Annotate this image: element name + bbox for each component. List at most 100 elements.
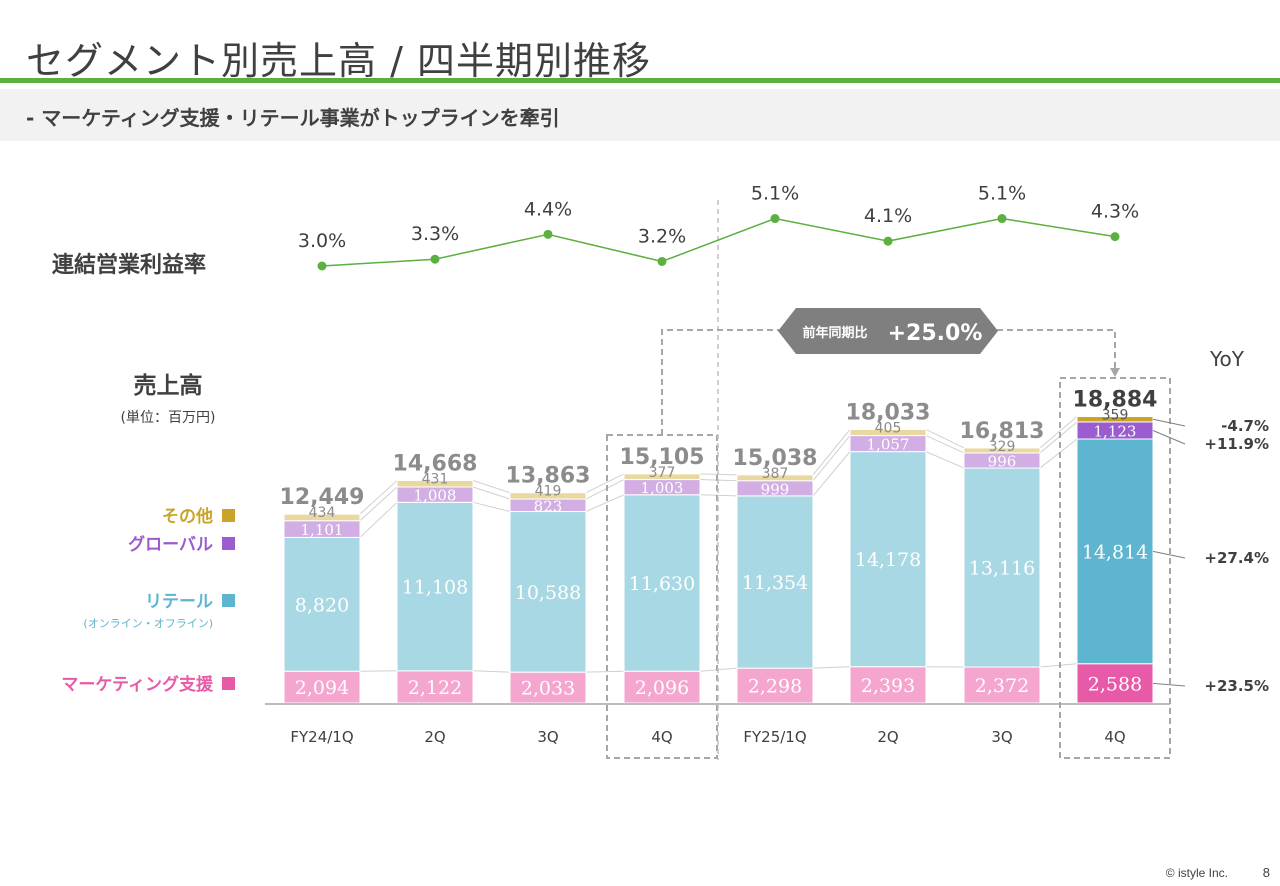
data-label: 999: [761, 480, 790, 498]
bar-segment: [849, 451, 927, 668]
comparison-box-current: [1059, 377, 1171, 759]
yoy-leader-line: [1152, 550, 1186, 559]
bar-segment: [963, 447, 1041, 454]
legend-swatch: [222, 537, 235, 550]
yoy-leader-line: [1152, 430, 1186, 445]
connector-line: [585, 670, 625, 673]
legend-label: グローバル: [128, 534, 213, 555]
bar-segment: [283, 513, 361, 522]
bar-segment: [283, 536, 361, 672]
margin-label: 3.3%: [411, 223, 459, 245]
connector-line: [472, 501, 511, 513]
data-label: 387: [762, 466, 789, 482]
connector-line: [472, 486, 511, 500]
bar-segment: [509, 492, 587, 500]
margin-point: [543, 229, 553, 239]
page-title: セグメント別売上高 / 四半期別推移: [26, 39, 651, 83]
data-label: 2,372: [975, 675, 1029, 697]
bar-segment: [283, 670, 361, 704]
data-label: 377: [649, 465, 676, 481]
connector-line: [1039, 416, 1078, 449]
data-label: 11,630: [629, 573, 695, 595]
total-label: 18,884: [1073, 388, 1158, 413]
connector-line: [925, 428, 965, 449]
legend-label: その他: [162, 506, 213, 527]
bracket-arrowhead: [1110, 368, 1120, 377]
data-label: 2,122: [408, 677, 462, 699]
data-label: 1,101: [301, 521, 344, 539]
connector-line: [812, 451, 851, 497]
margin-point: [1110, 232, 1120, 242]
connector-line: [359, 486, 398, 522]
data-label: 1,008: [414, 487, 457, 505]
margin-label: 4.1%: [864, 205, 912, 227]
connector-line: [1039, 438, 1078, 469]
margin-point: [997, 214, 1007, 224]
bar-segment: [736, 474, 814, 482]
connector-line: [359, 501, 398, 538]
yoy-value: -4.7%: [1221, 417, 1269, 435]
connector-line: [585, 473, 625, 494]
connector-line: [925, 435, 965, 454]
bar-segment: [963, 467, 1041, 668]
total-label: 16,813: [960, 419, 1045, 444]
page-subtitle: - マーケティング支援・リテール事業がトップラインを牽引: [26, 106, 560, 130]
data-label: 2,298: [748, 676, 802, 698]
data-label: 2,033: [521, 678, 575, 700]
legend-swatch: [222, 594, 235, 607]
yoy-header: YoY: [1209, 347, 1245, 371]
bar-segment: [849, 666, 927, 704]
total-label: 13,863: [506, 464, 591, 489]
margin-label: 3.2%: [638, 225, 686, 247]
yoy-value: +23.5%: [1204, 677, 1269, 695]
data-label: 11,354: [742, 572, 808, 594]
data-label: 405: [875, 420, 902, 436]
data-label: 14,178: [855, 549, 921, 571]
x-tick-label: FY24/1Q: [290, 728, 353, 746]
connector-line: [472, 670, 511, 673]
x-tick-label: FY25/1Q: [743, 728, 806, 746]
bar-segment: [396, 670, 474, 704]
margin-point: [770, 214, 780, 224]
legend-swatch: [222, 509, 235, 522]
connector-line: [1039, 663, 1078, 668]
data-label: 329: [989, 439, 1016, 455]
data-label: 434: [309, 505, 336, 521]
subtitle-band: [0, 89, 1280, 141]
x-tick-label: 4Q: [651, 728, 672, 746]
data-label: 13,116: [969, 558, 1035, 580]
connector-line: [699, 494, 738, 497]
data-label: 2,393: [861, 675, 915, 697]
legend-label: マーケティング支援: [61, 674, 214, 695]
margin-point: [657, 256, 667, 266]
total-label: 14,668: [393, 451, 478, 476]
connector-line: [585, 479, 625, 500]
bar-segment: [963, 666, 1041, 704]
data-label: 2,588: [1088, 673, 1142, 695]
data-label: 1,057: [867, 436, 910, 454]
x-tick-label: 2Q: [877, 728, 898, 746]
data-label: 823: [534, 497, 563, 515]
connector-line: [812, 429, 851, 476]
connector-line: [925, 451, 965, 469]
copyright: © istyle Inc.: [1165, 866, 1228, 880]
yoy-leader-line: [1152, 418, 1186, 427]
margin-point: [883, 236, 893, 246]
data-label: 10,588: [515, 582, 581, 604]
total-label: 15,105: [620, 445, 705, 470]
yoy-value: +11.9%: [1204, 435, 1269, 453]
margin-label: 5.1%: [751, 183, 799, 205]
legend-sublabel: (オンライン・オフライン): [83, 617, 213, 630]
data-label: 431: [422, 471, 449, 487]
connector-line: [359, 480, 398, 515]
data-label: 2,096: [635, 677, 689, 699]
bar-segment: [396, 479, 474, 488]
x-tick-label: 3Q: [537, 728, 558, 746]
data-label: 11,108: [402, 577, 468, 599]
connector-line: [812, 666, 851, 669]
total-label: 12,449: [280, 485, 365, 510]
total-label: 15,038: [733, 446, 818, 471]
connector-line: [1039, 421, 1078, 454]
yoy-value: +27.4%: [1204, 549, 1269, 567]
bar-segment: [736, 667, 814, 704]
